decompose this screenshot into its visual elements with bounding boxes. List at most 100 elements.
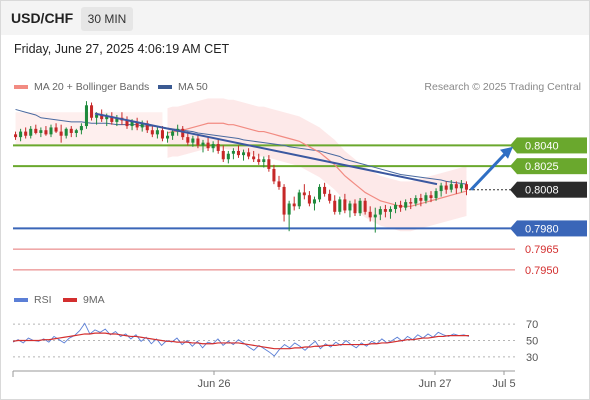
candle bbox=[429, 191, 433, 203]
candle bbox=[449, 180, 453, 193]
candle bbox=[201, 139, 205, 153]
candle-body bbox=[318, 186, 322, 200]
time-tick-label: Jun 27 bbox=[418, 378, 451, 390]
candle-body bbox=[171, 131, 175, 136]
legend-9ma: 9MA bbox=[63, 294, 105, 306]
candle-body bbox=[19, 131, 23, 138]
candle bbox=[74, 128, 78, 138]
candle bbox=[277, 175, 281, 190]
candle-body bbox=[100, 114, 104, 120]
candle bbox=[247, 148, 251, 160]
candle bbox=[14, 131, 18, 140]
candle-body bbox=[307, 195, 311, 204]
candle bbox=[90, 102, 94, 121]
candle-body bbox=[419, 197, 423, 201]
candle bbox=[378, 206, 382, 221]
level-box-pointer-0.8040 bbox=[510, 137, 517, 154]
timestamp: Friday, June 27, 2025 4:06:19 AM CET bbox=[14, 42, 230, 56]
candle-body bbox=[343, 199, 347, 211]
candle-body bbox=[358, 200, 362, 214]
candle-body bbox=[242, 152, 246, 156]
candle-body bbox=[54, 127, 58, 132]
candle-body bbox=[211, 144, 215, 149]
candle-body bbox=[267, 159, 271, 169]
candle-body bbox=[135, 121, 139, 128]
candle bbox=[368, 206, 372, 222]
candle-body bbox=[29, 128, 33, 136]
candle bbox=[110, 112, 114, 125]
candle bbox=[211, 141, 215, 153]
candle-body bbox=[252, 156, 256, 160]
candle bbox=[399, 200, 403, 212]
candle-body bbox=[64, 128, 68, 136]
candle bbox=[358, 197, 362, 216]
candle bbox=[267, 155, 271, 172]
candle-body bbox=[247, 152, 251, 157]
candle-body bbox=[24, 131, 28, 136]
candle bbox=[69, 126, 73, 138]
candle bbox=[252, 150, 256, 163]
candle-body bbox=[444, 185, 448, 190]
candle bbox=[221, 145, 225, 163]
candle bbox=[64, 127, 68, 139]
candle-body bbox=[155, 130, 159, 135]
candle bbox=[29, 126, 33, 139]
level-box-0.7980 bbox=[517, 220, 587, 237]
candle-body bbox=[34, 128, 38, 133]
legend-ma50: MA 50 bbox=[158, 81, 208, 93]
candle bbox=[54, 123, 58, 133]
rsi-tick-50: 50 bbox=[526, 336, 538, 348]
candle-body bbox=[140, 123, 144, 128]
candle bbox=[19, 128, 23, 142]
ma20-label: MA 20 + Bollinger Bands bbox=[34, 81, 150, 93]
candle-body bbox=[95, 114, 99, 118]
current-price-label: 0.8008 bbox=[525, 185, 559, 197]
candle bbox=[409, 197, 413, 210]
candle-body bbox=[191, 138, 195, 143]
candle-body bbox=[130, 121, 134, 127]
candle bbox=[145, 120, 149, 133]
candle-body bbox=[206, 142, 210, 149]
candle bbox=[39, 127, 43, 138]
candle bbox=[226, 150, 230, 164]
candle bbox=[166, 131, 170, 143]
rsi-tick-30: 30 bbox=[526, 352, 538, 364]
candle-body bbox=[292, 203, 296, 207]
candle bbox=[312, 196, 316, 211]
ma50-line bbox=[15, 108, 467, 185]
candle-body bbox=[449, 184, 453, 190]
candle-body bbox=[287, 203, 291, 215]
ma50-label: MA 50 bbox=[178, 81, 208, 93]
candle-body bbox=[272, 168, 276, 182]
candle bbox=[150, 124, 154, 138]
candle bbox=[297, 189, 301, 210]
ma20-line bbox=[167, 122, 467, 207]
candle bbox=[439, 182, 443, 197]
target-arrow-shaft bbox=[469, 150, 509, 191]
level-label-0.8040: 0.8040 bbox=[525, 140, 559, 152]
candle-body bbox=[74, 130, 78, 133]
candle bbox=[125, 116, 129, 129]
candle bbox=[59, 124, 63, 143]
candle bbox=[135, 117, 139, 131]
bollinger-band bbox=[167, 98, 467, 232]
time-tick-label: Jul 5 bbox=[492, 378, 515, 390]
candle bbox=[231, 148, 235, 160]
candle-body bbox=[145, 123, 149, 131]
rsi-tick-70: 70 bbox=[526, 319, 538, 331]
candle-body bbox=[110, 116, 114, 122]
timeframe-button[interactable]: 30 MIN bbox=[81, 7, 133, 31]
candle bbox=[84, 101, 88, 129]
candle bbox=[328, 189, 332, 204]
level-box-pointer-0.8025 bbox=[510, 158, 517, 175]
candle bbox=[206, 137, 210, 151]
candle-body bbox=[69, 128, 73, 133]
candle-body bbox=[399, 204, 403, 208]
level-label-0.7980: 0.7980 bbox=[525, 223, 559, 235]
candle-body bbox=[277, 181, 281, 187]
candle-body bbox=[236, 150, 240, 156]
candle bbox=[307, 191, 311, 207]
candle bbox=[318, 184, 322, 203]
